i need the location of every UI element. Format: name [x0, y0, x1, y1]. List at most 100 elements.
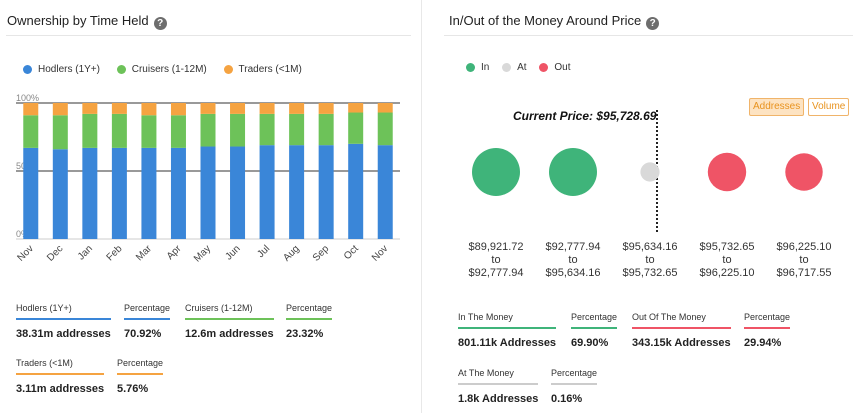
range-to-word: to — [722, 254, 732, 266]
stat-cruisers: Cruisers (1-12M) 12.6m addresses — [185, 303, 274, 340]
help-icon[interactable]: ? — [153, 17, 167, 30]
bar-segment-cruisers[interactable] — [141, 115, 157, 148]
stat-traders: Traders (<1M) 3.11m addresses — [16, 358, 105, 395]
bar-segment-hodlers[interactable] — [111, 147, 127, 239]
range-label: $89,921.72 to $92,777.94 — [456, 241, 536, 280]
range-from: $95,634.16 — [622, 241, 678, 253]
bar-segment-cruisers[interactable] — [23, 115, 39, 148]
ownership-title: Ownership by Time Held — [7, 13, 149, 28]
bar-segment-cruisers[interactable] — [348, 112, 364, 144]
stat-label: Percentage — [744, 312, 791, 329]
bubble-in[interactable] — [549, 148, 597, 196]
current-price-label: Current Price: $95,728.69 — [513, 109, 657, 123]
range-from: $92,777.94 — [545, 241, 601, 253]
money-legend: In At Out — [466, 62, 584, 75]
bar-segment-hodlers[interactable] — [230, 146, 246, 239]
range-to-word: to — [568, 254, 578, 266]
ownership-legend: Hodlers (1Y+) Cruisers (1-12M) Traders (… — [23, 64, 316, 77]
bar-segment-hodlers[interactable] — [170, 147, 186, 239]
legend-label: Out — [554, 62, 571, 73]
legend-item-at[interactable]: At — [502, 62, 527, 73]
stat-label: Percentage — [286, 303, 333, 320]
bar-segment-traders[interactable] — [23, 103, 39, 116]
legend-label: Traders (<1M) — [238, 64, 302, 75]
legend-item-hodlers[interactable]: Hodlers (1Y+) — [23, 64, 100, 75]
stat-value: 69.90% — [571, 337, 609, 349]
bar-segment-cruisers[interactable] — [52, 115, 68, 150]
bubble-out[interactable] — [707, 152, 747, 192]
legend-item-in[interactable]: In — [466, 62, 489, 73]
bar-segment-traders[interactable] — [170, 103, 186, 116]
bubble-in[interactable] — [472, 148, 520, 196]
range-to-word: to — [645, 254, 655, 266]
bar-segment-cruisers[interactable] — [289, 113, 305, 146]
x-tick-label: Jun — [223, 243, 242, 262]
bar-segment-traders[interactable] — [111, 103, 127, 114]
stat-in-percentage: Percentage 69.90% — [571, 312, 618, 349]
legend-item-traders[interactable]: Traders (<1M) — [223, 64, 302, 75]
legend-dot-hodlers — [23, 65, 32, 74]
bar-segment-traders[interactable] — [348, 103, 364, 113]
bar-segment-traders[interactable] — [141, 103, 157, 116]
bubble-out[interactable] — [785, 153, 823, 191]
bar-segment-cruisers[interactable] — [82, 113, 98, 148]
legend-item-out[interactable]: Out — [539, 62, 570, 73]
bar-segment-cruisers[interactable] — [318, 113, 334, 146]
range-to: $92,777.94 — [468, 267, 524, 279]
help-icon[interactable]: ? — [646, 17, 660, 30]
stat-label: Percentage — [571, 312, 618, 329]
x-tick-label: Dec — [45, 243, 65, 263]
range-from: $96,225.10 — [776, 241, 832, 253]
bar-segment-traders[interactable] — [289, 103, 305, 114]
bar-segment-hodlers[interactable] — [289, 145, 305, 239]
x-tick-label: Mar — [134, 243, 154, 263]
bar-segment-traders[interactable] — [82, 103, 98, 114]
legend-dot-traders — [223, 65, 233, 74]
stat-value: 29.94% — [744, 337, 782, 349]
legend-label: In — [481, 62, 490, 73]
stat-at-the-money: At The Money 1.8k Addresses — [458, 368, 539, 405]
bar-segment-hodlers[interactable] — [82, 147, 98, 239]
bar-segment-traders[interactable] — [230, 103, 246, 114]
bar-segment-traders[interactable] — [259, 103, 275, 114]
bar-segment-hodlers[interactable] — [200, 146, 216, 239]
addresses-button[interactable]: Addresses — [749, 98, 805, 116]
bar-segment-traders[interactable] — [377, 103, 393, 113]
legend-item-cruisers[interactable]: Cruisers (1-12M) — [116, 64, 207, 75]
y-tick-label: 0% — [16, 229, 29, 239]
bar-segment-cruisers[interactable] — [259, 113, 275, 146]
bar-segment-hodlers[interactable] — [318, 145, 334, 239]
bar-segment-traders[interactable] — [318, 103, 334, 114]
x-tick-label: Oct — [342, 243, 361, 262]
legend-label: Hodlers (1Y+) — [38, 64, 100, 75]
stat-at-percentage: Percentage 0.16% — [551, 368, 598, 405]
legend-label: At — [517, 62, 527, 73]
bar-segment-hodlers[interactable] — [23, 147, 39, 239]
bar-segment-cruisers[interactable] — [230, 113, 246, 147]
bar-segment-hodlers[interactable] — [52, 149, 68, 239]
range-label: $96,225.10 to $96,717.55 — [764, 241, 844, 280]
range-label: $95,634.16 to $95,732.65 — [610, 241, 690, 280]
volume-button[interactable]: Volume — [808, 98, 850, 116]
x-tick-label: Apr — [165, 243, 184, 262]
ownership-chart: 0%50%100%NovDecJanFebMarAprMayJunJulAugS… — [16, 93, 400, 264]
stat-hodlers: Hodlers (1Y+) 38.31m addresses — [16, 303, 111, 340]
bar-segment-cruisers[interactable] — [111, 113, 127, 148]
stat-in-the-money: In The Money 801.11k Addresses — [458, 312, 557, 349]
range-to-word: to — [799, 254, 809, 266]
bar-segment-cruisers[interactable] — [170, 115, 186, 148]
bar-segment-hodlers[interactable] — [141, 147, 157, 239]
bar-segment-hodlers[interactable] — [348, 143, 364, 239]
stat-label: Out Of The Money — [632, 312, 731, 329]
stat-out-of-the-money: Out Of The Money 343.15k Addresses — [632, 312, 731, 349]
bar-segment-hodlers[interactable] — [259, 145, 275, 239]
stat-value: 23.32% — [286, 328, 324, 340]
bar-segment-cruisers[interactable] — [200, 113, 216, 147]
bubble-at[interactable] — [640, 162, 660, 182]
x-tick-label: Jan — [76, 243, 95, 262]
bar-segment-hodlers[interactable] — [377, 145, 393, 239]
bar-segment-cruisers[interactable] — [377, 112, 393, 146]
bar-segment-traders[interactable] — [200, 103, 216, 114]
legend-dot-at — [502, 63, 512, 72]
bar-segment-traders[interactable] — [52, 103, 68, 116]
